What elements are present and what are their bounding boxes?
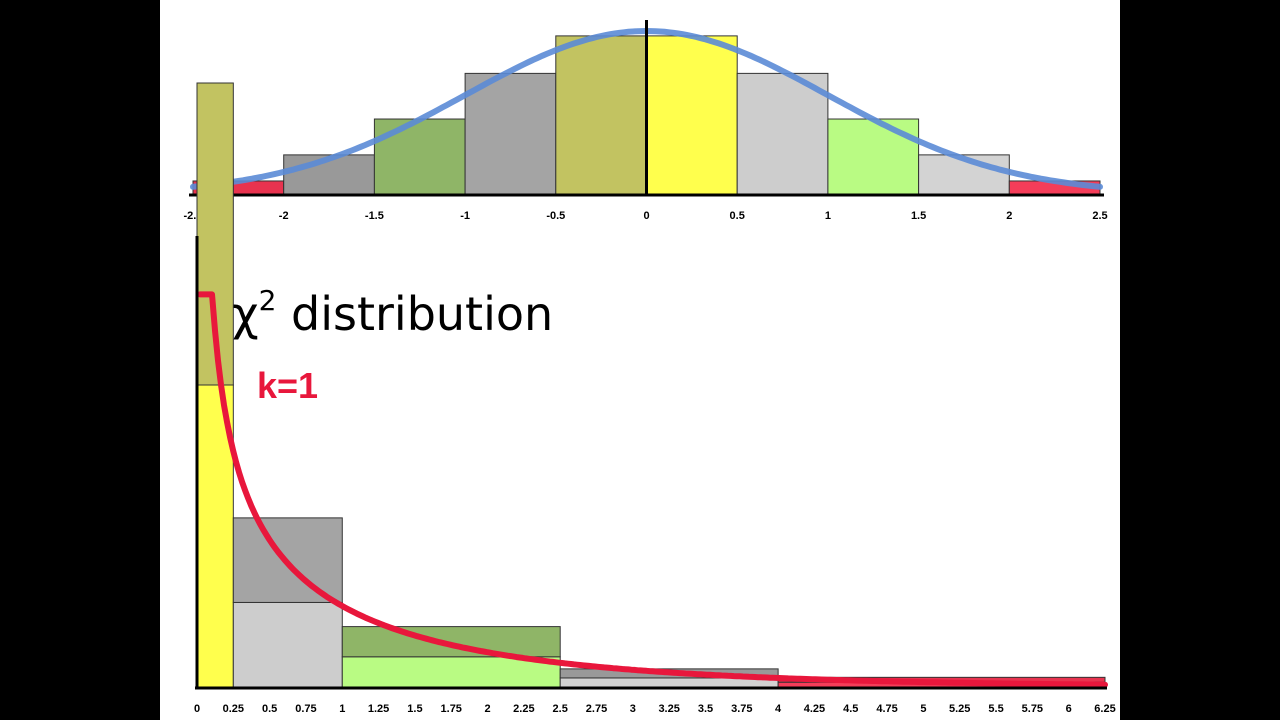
- slide: -2.5 -2 -1.5 -1 -0.5 0 0.5 1 1.5 2 2.5 χ2 distribu…: [160, 0, 1120, 720]
- chi-bar-2-1: [341, 626, 561, 658]
- chi-tick-label-13: 3.25: [658, 703, 679, 715]
- normal-tick-label-1: -2: [279, 210, 289, 222]
- chi-tick-label-11: 2.75: [586, 703, 607, 715]
- chi-tick-label-12: 3: [630, 703, 636, 715]
- chi-tick-label-2: 0.5: [262, 703, 277, 715]
- chi-tick-label-8: 2: [484, 703, 490, 715]
- chi-tick-label-10: 2.5: [553, 703, 568, 715]
- normal-histogram-chart: -2.5 -2 -1.5 -1 -0.5 0 0.5 1 1.5 2 2.5: [184, 20, 1108, 222]
- chi-tick-label-16: 4: [775, 703, 782, 715]
- normal-bar-2: [373, 118, 466, 195]
- chi-tick-label-5: 1.25: [368, 703, 389, 715]
- chi-tick-label-21: 5.25: [949, 703, 970, 715]
- chi-tick-label-7: 1.75: [441, 703, 462, 715]
- normal-bar-3: [464, 72, 557, 195]
- chi-square-histogram-chart: χ2 distribution k=1 0 0.25 0.5 0.75 1 1.25 1.5…: [194, 82, 1116, 715]
- chi-bar-1-0: [232, 601, 343, 688]
- normal-tick-label-2: -1.5: [365, 210, 384, 222]
- chi-tick-label-24: 6: [1066, 703, 1072, 715]
- chart-title: χ2 distribution: [232, 284, 553, 341]
- chi-square-curve: [196, 291, 1108, 688]
- normal-tick-label-6: 0.5: [730, 210, 745, 222]
- chi-tick-label-9: 2.25: [513, 703, 534, 715]
- chi-tick-label-25: 6.25: [1094, 703, 1115, 715]
- chi-tick-label-4: 1: [339, 703, 345, 715]
- chi-tick-label-18: 4.5: [843, 703, 858, 715]
- normal-bar-5: [646, 35, 738, 195]
- normal-bar-4: [555, 35, 647, 195]
- normal-tick-label-3: -1: [460, 210, 470, 222]
- chi-tick-label-6: 1.5: [407, 703, 422, 715]
- chi-bar-2-0: [341, 656, 561, 688]
- chi-tick-label-23: 5.75: [1022, 703, 1043, 715]
- normal-bar-7: [827, 118, 920, 195]
- chi-tick-label-0: 0: [194, 703, 200, 715]
- normal-tick-label-5: 0: [643, 210, 649, 222]
- chi-tick-label-22: 5.5: [988, 703, 1003, 715]
- chi-tick-label-15: 3.75: [731, 703, 752, 715]
- chi-tick-label-17: 4.25: [804, 703, 825, 715]
- chi-tick-label-14: 3.5: [698, 703, 713, 715]
- normal-bar-6: [736, 72, 829, 195]
- charts-canvas: -2.5 -2 -1.5 -1 -0.5 0 0.5 1 1.5 2 2.5 χ2 distribu…: [184, 20, 1116, 715]
- chi-tick-label-1: 0.25: [223, 703, 244, 715]
- normal-tick-label-10: 2.5: [1092, 210, 1107, 222]
- normal-tick-label-4: -0.5: [546, 210, 565, 222]
- normal-tick-label-9: 2: [1006, 210, 1012, 222]
- chi-tick-label-3: 0.75: [295, 703, 316, 715]
- k-annotation: k=1: [257, 365, 318, 406]
- chi-tick-label-20: 5: [920, 703, 926, 715]
- chi-tick-label-19: 4.75: [876, 703, 897, 715]
- normal-tick-label-8: 1.5: [911, 210, 926, 222]
- normal-tick-label-7: 1: [825, 210, 831, 222]
